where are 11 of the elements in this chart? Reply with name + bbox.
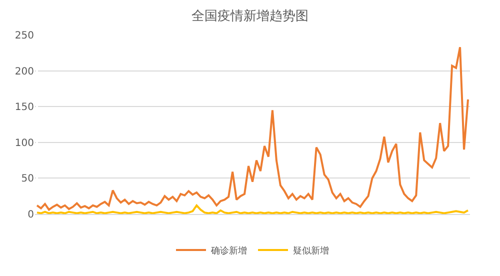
y-tick-label: 0: [28, 210, 34, 220]
y-tick-label: 100: [14, 138, 34, 149]
legend-label: 确诊新增: [210, 245, 247, 256]
line-series: [36, 204, 469, 214]
line-series: [36, 46, 469, 211]
legend-label: 疑似新增: [293, 245, 329, 256]
y-tick-label: 50: [21, 174, 34, 185]
y-tick-label: 250: [14, 30, 34, 42]
y-tick-label: 200: [14, 66, 34, 78]
chart-title: 全国疫情新增趋势图: [192, 9, 308, 24]
y-tick-label: 150: [14, 102, 34, 114]
